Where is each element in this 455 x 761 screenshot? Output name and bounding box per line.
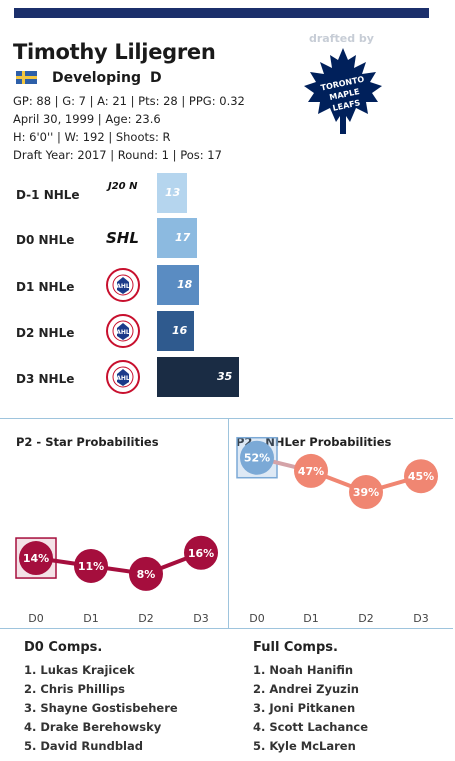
- comp-list-item: 2. Chris Phillips: [24, 682, 125, 696]
- drafted-by-label: drafted by: [309, 32, 374, 45]
- comp-list-item: 5. David Rundblad: [24, 739, 143, 753]
- player-name: Timothy Liljegren: [13, 40, 216, 64]
- nhle-bar-value: 17: [175, 231, 191, 244]
- data-point: [404, 459, 438, 494]
- league-logo-shl: SHL: [106, 229, 139, 247]
- data-point: [294, 453, 328, 488]
- nhle-bar-value: 18: [177, 278, 193, 291]
- data-label: 47%: [298, 465, 324, 478]
- nhle-bar: [157, 218, 197, 258]
- d0-comps-title: D0 Comps.: [24, 640, 103, 655]
- data-label: 11%: [78, 560, 104, 573]
- nhle-bar-value: 16: [172, 324, 188, 337]
- probability-charts: 14% 11% 8% 16% 52% 47% 39% 45%: [15, 436, 438, 591]
- stats-line: GP: 88 | G: 7 | A: 21 | Pts: 28 | PPG: 0…: [13, 94, 245, 108]
- nhle-bar: [157, 357, 239, 397]
- data-label: 45%: [408, 470, 434, 483]
- player-position: D: [150, 70, 162, 86]
- development-status: Developing: [52, 70, 141, 86]
- league-logo-j20-n: J20 N: [108, 181, 138, 192]
- data-label: 39%: [353, 486, 379, 499]
- nhle-row-label: D-1 NHLe: [16, 188, 80, 202]
- section-divider: [0, 418, 453, 419]
- x-tick-label: D3: [193, 612, 209, 625]
- maple-leafs-logo: TORONTO MAPLE LEAFS: [304, 48, 382, 134]
- nhle-row-label: D2 NHLe: [16, 326, 75, 340]
- data-point: [74, 548, 108, 583]
- x-tick-label: D2: [138, 612, 154, 625]
- comp-list-item: 4. Drake Berehowsky: [24, 720, 162, 734]
- nhle-bar-value: 35: [217, 370, 233, 383]
- x-tick-label: D3: [413, 612, 429, 625]
- nhler-chart-title: P2 - NHLer Probabilities: [236, 435, 392, 449]
- data-point: [240, 440, 274, 475]
- data-point: [129, 556, 163, 591]
- nhle-bar: [157, 173, 187, 213]
- comp-list-item: 1. Lukas Krajicek: [24, 663, 135, 677]
- header-accent-bar: [14, 8, 429, 18]
- nhle-bar-value: 13: [165, 186, 181, 199]
- ahl-logo-icon: AHL: [106, 268, 140, 302]
- data-label: 16%: [188, 547, 214, 560]
- draft-line: Draft Year: 2017 | Round: 1 | Pos: 17: [13, 148, 222, 162]
- comp-list-item: 2. Andrei Zyuzin: [253, 682, 359, 696]
- full-comps-title: Full Comps.: [253, 640, 338, 655]
- birth-line: April 30, 1999 | Age: 23.6: [13, 112, 161, 126]
- x-tick-label: D2: [358, 612, 374, 625]
- ahl-logo-icon: AHL: [106, 360, 140, 394]
- svg-text:AHL: AHL: [116, 329, 130, 336]
- x-tick-label: D1: [303, 612, 319, 625]
- x-tick-label: D1: [83, 612, 99, 625]
- data-label: 52%: [244, 452, 270, 465]
- comp-list-item: 4. Scott Lachance: [253, 720, 369, 734]
- comp-list-item: 5. Kyle McLaren: [253, 739, 356, 753]
- panel-divider: [228, 418, 229, 628]
- svg-text:AHL: AHL: [116, 375, 130, 382]
- data-point: [349, 475, 383, 510]
- nhle-row-label: D1 NHLe: [16, 280, 75, 294]
- x-tick-label: D0: [28, 612, 44, 625]
- comp-list-item: 3. Shayne Gostisbehere: [24, 701, 178, 715]
- data-label: 14%: [23, 552, 49, 565]
- star-chart-title: P2 - Star Probabilities: [16, 435, 159, 449]
- data-point: [184, 535, 218, 570]
- data-label: 8%: [137, 568, 156, 581]
- x-tick-label: D0: [249, 612, 265, 625]
- data-point: [19, 541, 53, 576]
- svg-text:AHL: AHL: [116, 283, 130, 290]
- sweden-flag-icon: [16, 71, 37, 84]
- nhle-bar: [157, 311, 194, 351]
- physical-line: H: 6'0'' | W: 192 | Shoots: R: [13, 130, 171, 144]
- section-divider-bottom: [0, 628, 453, 629]
- nhle-row-label: D3 NHLe: [16, 372, 75, 386]
- ahl-logo-icon: AHL: [106, 314, 140, 348]
- comp-list-item: 1. Noah Hanifin: [253, 663, 354, 677]
- nhle-bar: [157, 265, 199, 305]
- nhle-row-label: D0 NHLe: [16, 233, 75, 247]
- comp-list-item: 3. Joni Pitkanen: [253, 701, 356, 715]
